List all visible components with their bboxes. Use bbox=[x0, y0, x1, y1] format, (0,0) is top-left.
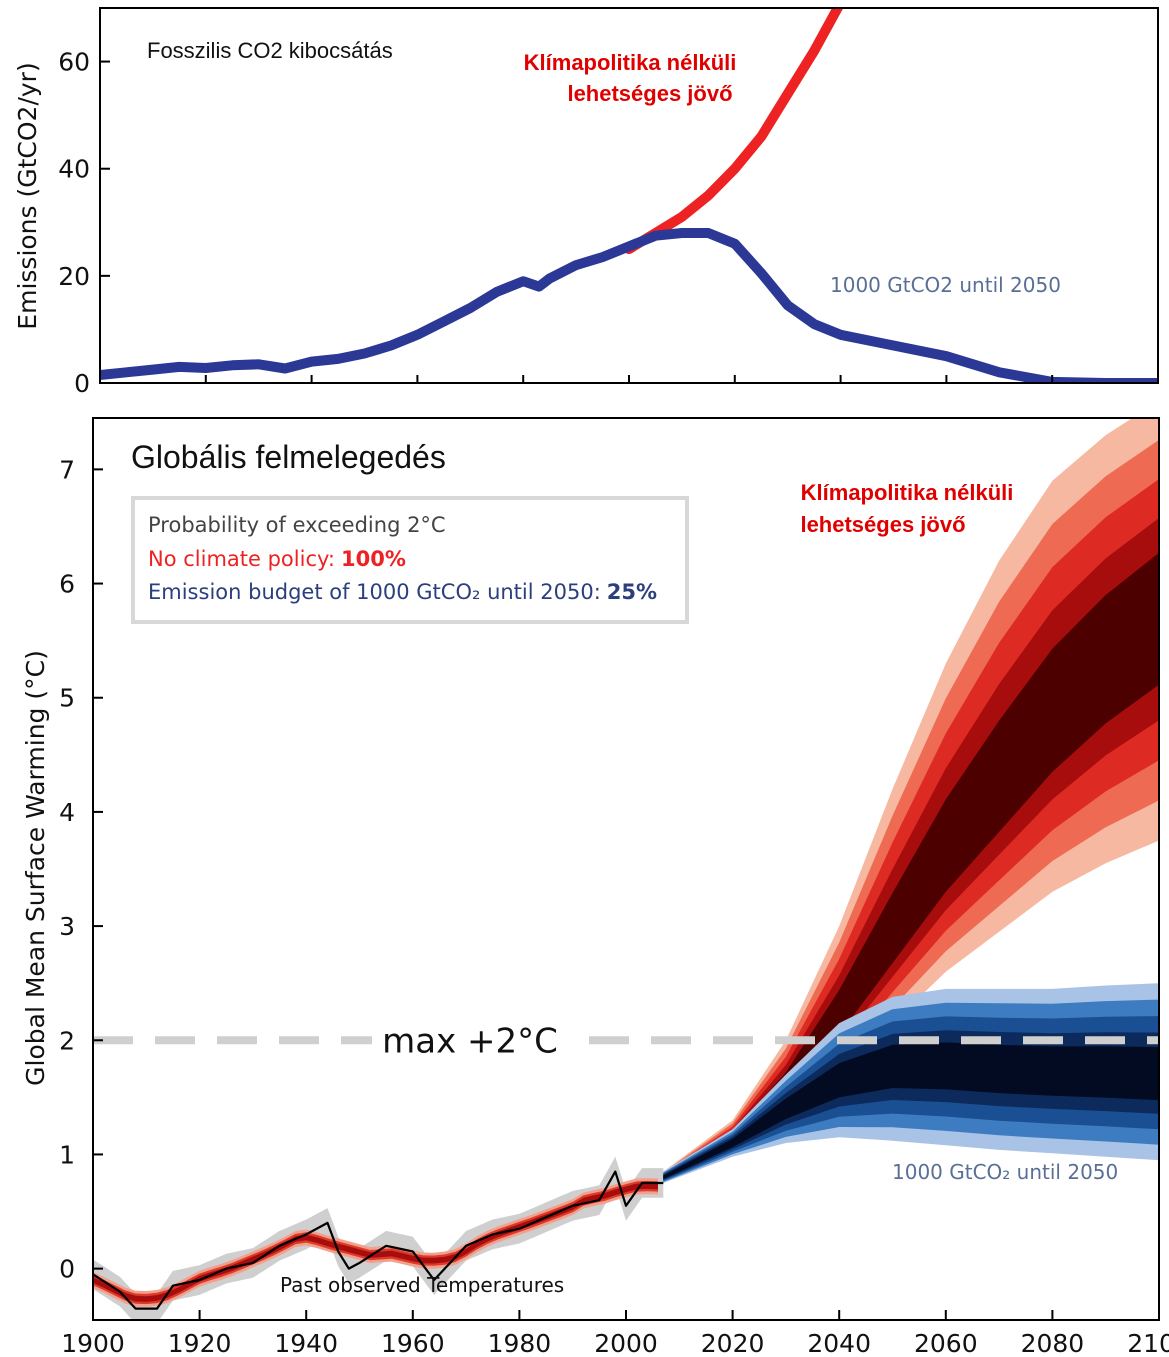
legend-budget: Emission budget of 1000 GtCO₂ until 2050… bbox=[148, 580, 657, 604]
emissions-title: Fosszilis CO2 kibocsátás bbox=[147, 38, 393, 63]
warming-x-tick-label: 1920 bbox=[168, 1329, 232, 1357]
budget-band-5 bbox=[663, 1042, 1159, 1179]
emissions-red-label-line1: Klímapolitika nélküli bbox=[524, 50, 737, 75]
warming-y-tick-label: 5 bbox=[59, 684, 75, 713]
emissions-blue-label: 1000 GtCO2 until 2050 bbox=[830, 273, 1061, 297]
emissions-y-tick-label: 40 bbox=[58, 155, 90, 184]
warming-title: Globális felmelegedés bbox=[131, 439, 446, 475]
warming-y-tick-label: 0 bbox=[59, 1255, 75, 1284]
emissions-y-tick-label: 0 bbox=[74, 369, 90, 398]
historical-model-band-2 bbox=[93, 1180, 658, 1305]
warming-x-tick-label: 2060 bbox=[914, 1329, 978, 1357]
legend-no-policy-label: No climate policy: bbox=[148, 547, 335, 571]
warming-y-axis-label: Global Mean Surface Warming (°C) bbox=[21, 650, 50, 1086]
legend-budget-label: Emission budget of 1000 GtCO₂ until 2050… bbox=[148, 580, 601, 604]
warming-x-tick-label: 2100 bbox=[1127, 1329, 1169, 1357]
warming-x-tick-label: 1960 bbox=[381, 1329, 445, 1357]
warming-blue-label: 1000 GtCO₂ until 2050 bbox=[892, 1160, 1118, 1184]
warming-red-label-line2: lehetséges jövő bbox=[800, 512, 965, 537]
emissions-y-axis-label: Emissions (GtCO2/yr) bbox=[13, 62, 42, 329]
warming-red-label-line1: Klímapolitika nélküli bbox=[801, 480, 1014, 505]
warming-x-tick-label: 2040 bbox=[807, 1329, 871, 1357]
threshold-label: max +2°C bbox=[382, 1021, 558, 1061]
no-policy-band-5 bbox=[663, 552, 1159, 1179]
emissions-budget-line bbox=[100, 228, 1158, 383]
historical-model-band-1 bbox=[93, 1178, 658, 1307]
warming-x-tick-label: 2020 bbox=[701, 1329, 765, 1357]
warming-y-tick-label: 3 bbox=[59, 912, 75, 941]
legend-budget-value: 25% bbox=[607, 580, 657, 604]
warming-y-tick-label: 4 bbox=[59, 798, 75, 827]
warming-y-tick-label: 6 bbox=[59, 570, 75, 599]
observed-label: Past observed Temperatures bbox=[280, 1273, 564, 1297]
legend-no-policy-value: 100% bbox=[341, 547, 406, 571]
legend-no-policy: No climate policy: 100% bbox=[148, 547, 406, 571]
warming-y-tick-label: 7 bbox=[59, 455, 75, 484]
warming-panel: max +2°C 0 1 2 3 4 5 6 7 1900 1920 1940 1960 1980 200… bbox=[21, 417, 1169, 1357]
probability-legend: Probability of exceeding 2°C No climate … bbox=[131, 496, 689, 624]
warming-y-tick-label: 1 bbox=[59, 1140, 75, 1169]
observed-temperature-line bbox=[93, 1170, 664, 1310]
emissions-panel: 0 20 40 60 Fosszilis CO2 kibocsátás Emissio… bbox=[13, 7, 1159, 398]
emissions-y-tick-label: 60 bbox=[58, 48, 90, 77]
threshold-label-bg bbox=[372, 1018, 568, 1063]
warming-y-tick-label: 2 bbox=[59, 1026, 75, 1055]
legend-heading: Probability of exceeding 2°C bbox=[148, 513, 446, 537]
warming-x-tick-label: 1900 bbox=[61, 1329, 125, 1357]
warming-x-tick-label: 1980 bbox=[488, 1329, 552, 1357]
emissions-no-policy-line bbox=[624, 8, 844, 255]
emissions-y-tick-label: 20 bbox=[58, 262, 90, 291]
warming-x-tick-label: 2080 bbox=[1021, 1329, 1085, 1357]
observed-uncertainty-band bbox=[93, 1156, 664, 1320]
emissions-red-label-line2: lehetséges jövő bbox=[567, 81, 732, 106]
warming-x-tick-label: 2000 bbox=[594, 1329, 658, 1357]
legend-box bbox=[131, 496, 689, 624]
warming-x-tick-label: 1940 bbox=[274, 1329, 338, 1357]
